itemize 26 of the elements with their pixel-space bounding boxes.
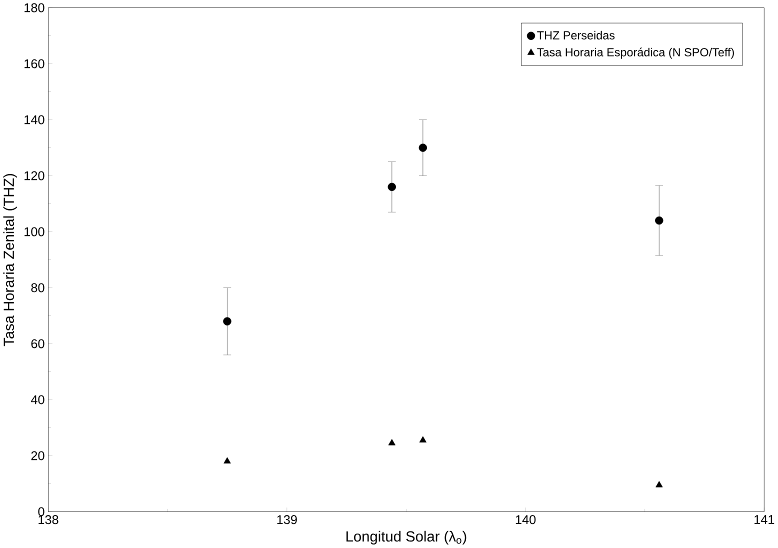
y-tick-label: 180 bbox=[24, 3, 44, 12]
point bbox=[223, 317, 232, 326]
point bbox=[388, 439, 396, 446]
y-tick-label: 60 bbox=[31, 339, 44, 348]
legend-label: THZ Perseidas bbox=[537, 30, 615, 40]
y-tick-label: 160 bbox=[24, 59, 44, 68]
point bbox=[655, 216, 664, 225]
y-tick-label: 40 bbox=[30, 395, 44, 404]
y-tick-label: 80 bbox=[31, 283, 44, 292]
y-axis-title: Tasa Horaria Zenital (THZ) bbox=[3, 174, 17, 346]
point bbox=[418, 144, 428, 152]
x-tick-label: 138 bbox=[38, 515, 58, 524]
x-tick-label: 141 bbox=[754, 515, 774, 524]
y-tick-label: 140 bbox=[24, 115, 44, 124]
y-tick-label: 120 bbox=[24, 171, 44, 180]
legend-label: Tasa Horaria Esporádica (N SPO/Teff) bbox=[537, 48, 734, 59]
point bbox=[419, 436, 426, 443]
x-tick-label: 140 bbox=[516, 515, 536, 524]
point bbox=[224, 457, 231, 464]
y-tick-label: 0 bbox=[38, 507, 44, 516]
x-axis-title: Longitud Solar (λ$_{o}$) bbox=[346, 530, 466, 545]
point bbox=[656, 481, 663, 488]
y-tick-label: 20 bbox=[31, 451, 44, 460]
point bbox=[388, 182, 396, 192]
y-tick-label: 100 bbox=[24, 227, 44, 236]
x-tick-label: 139 bbox=[277, 515, 297, 524]
